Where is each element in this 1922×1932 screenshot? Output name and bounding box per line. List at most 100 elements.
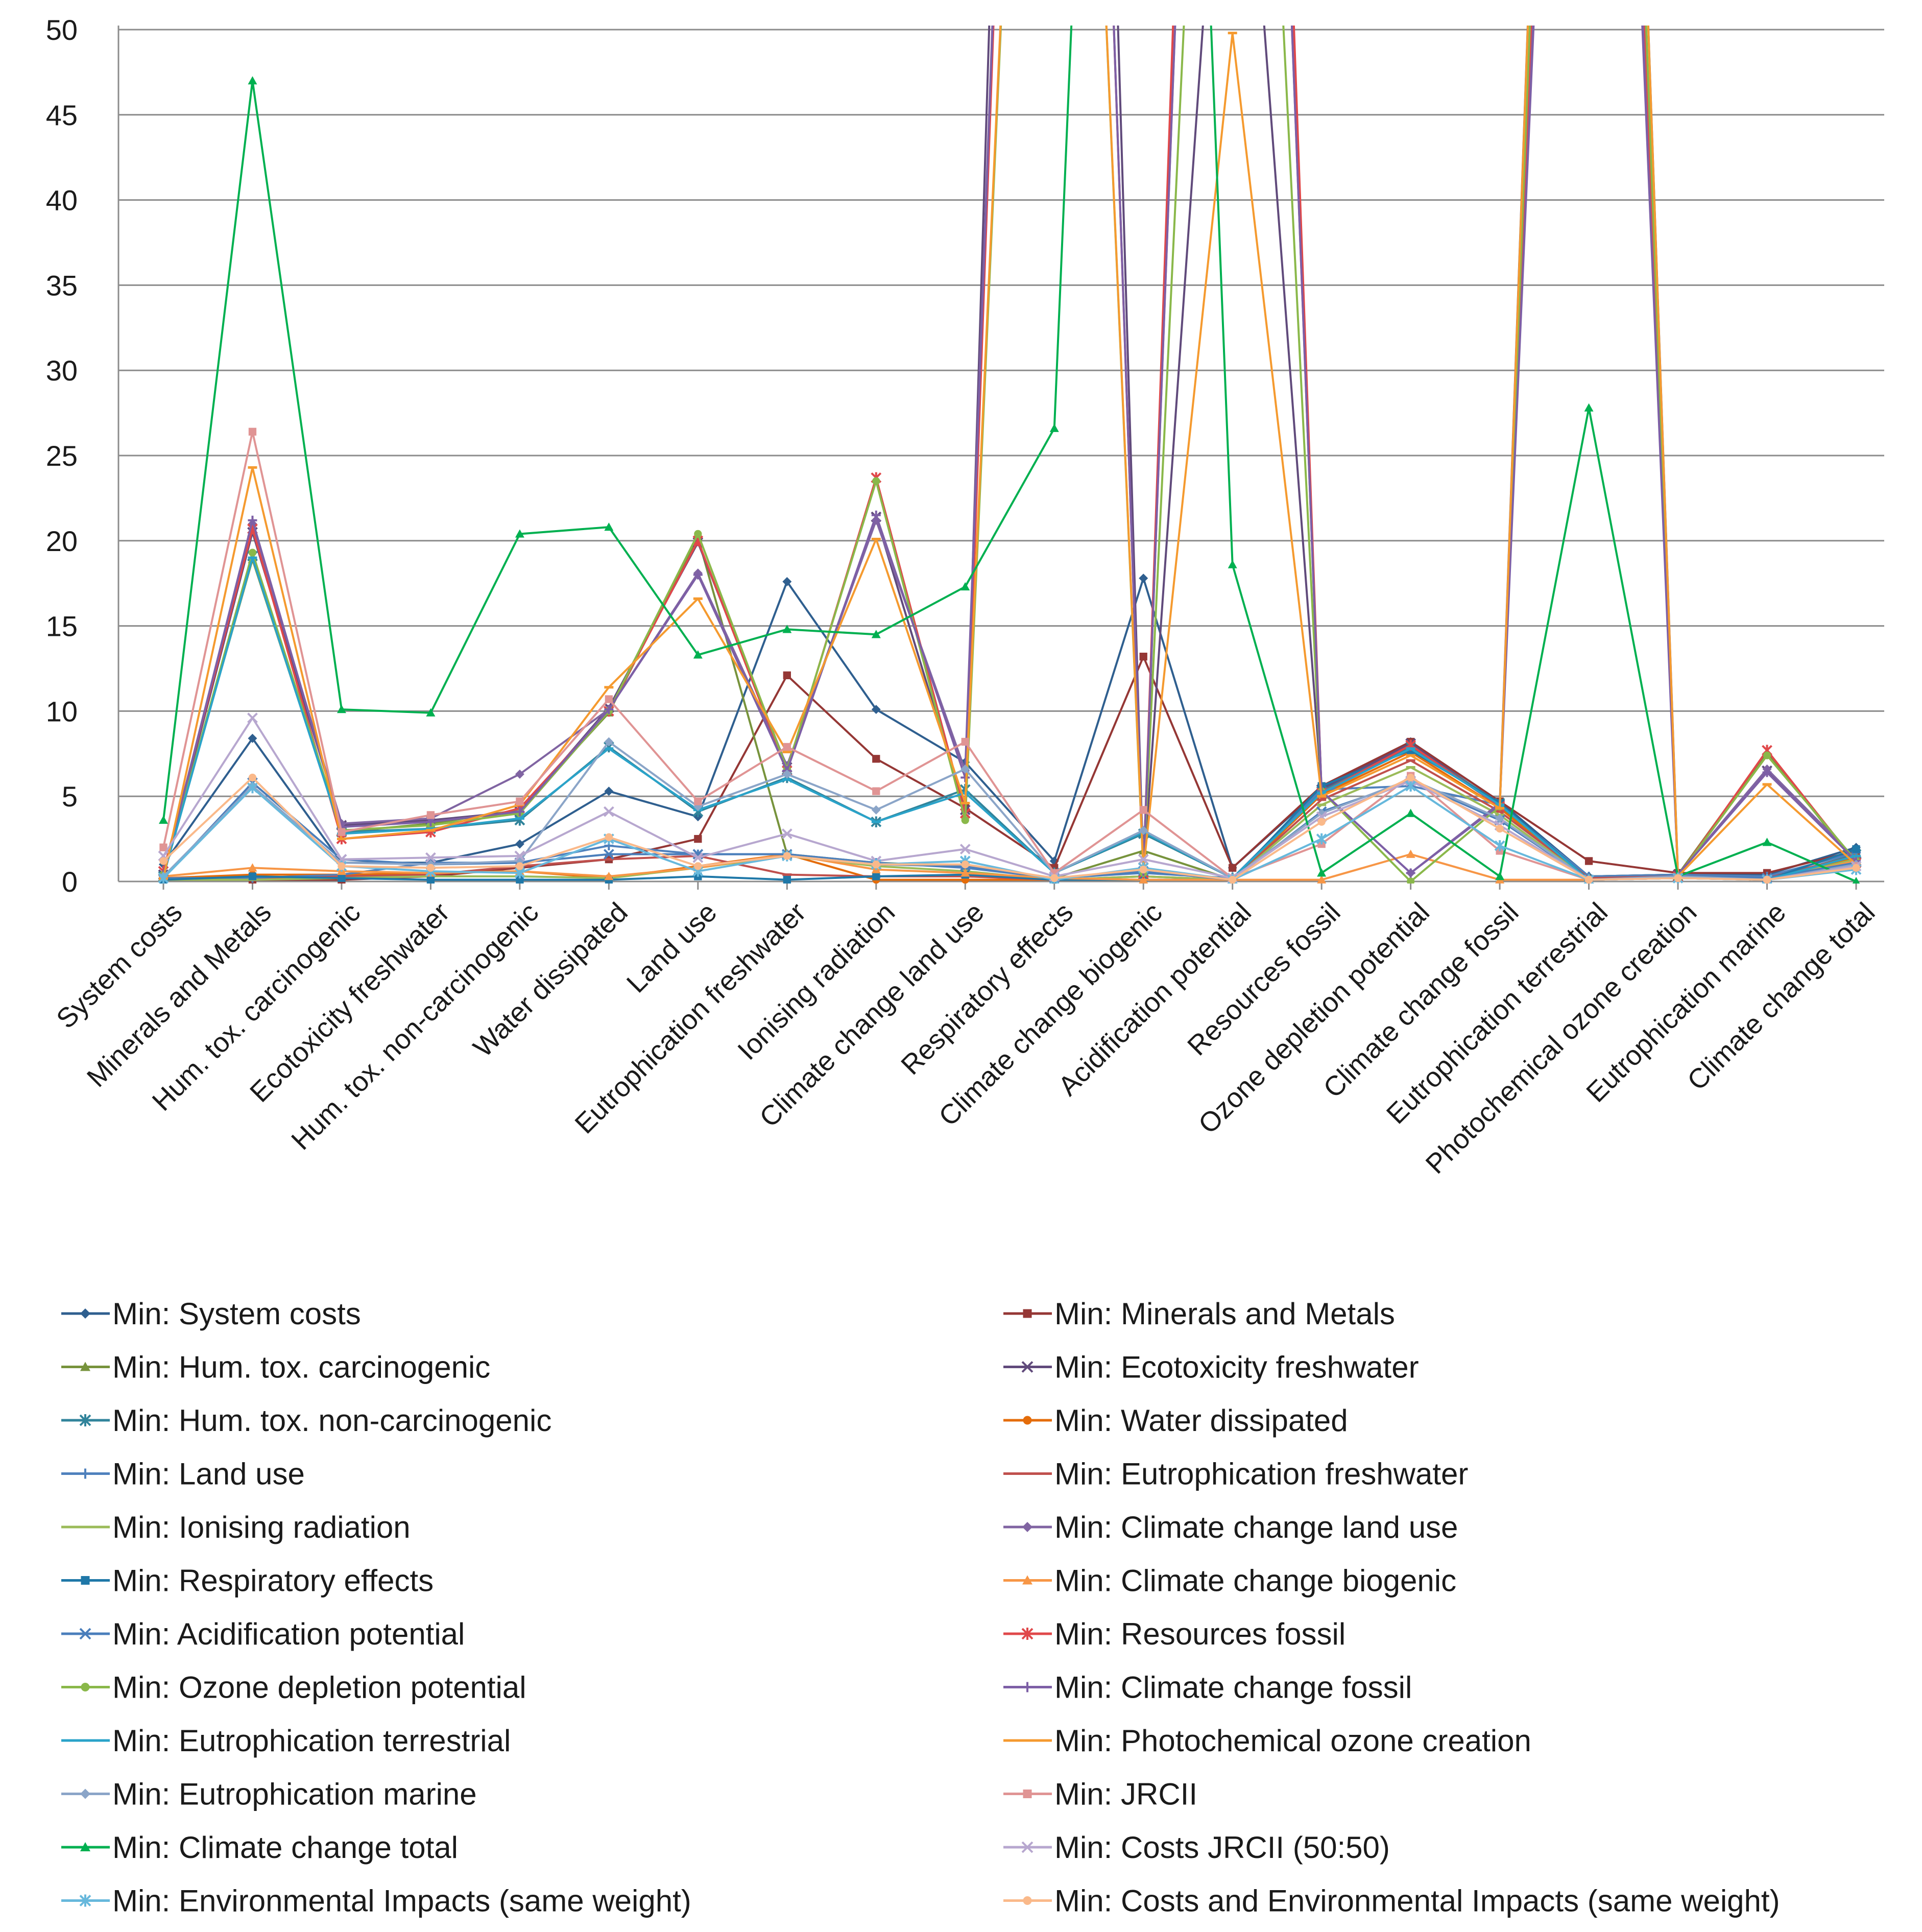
y-tick-label: 15 (46, 610, 78, 642)
y-tick-label: 35 (46, 269, 78, 301)
data-point (604, 522, 614, 531)
data-point (961, 816, 969, 824)
series (159, 773, 1860, 884)
data-point (1406, 849, 1415, 858)
legend-marker (80, 1842, 90, 1851)
x-tick-label: Ionising radiation (732, 897, 901, 1066)
legend-label: Min: Climate change land use (1054, 1510, 1458, 1544)
data-point (604, 737, 614, 747)
series (159, 652, 1860, 884)
data-point (1852, 864, 1860, 872)
legend-item: Min: Climate change total (61, 1830, 458, 1865)
data-point (872, 755, 880, 763)
legend-label: Min: Eutrophication terrestrial (112, 1724, 511, 1758)
legend-label: Min: Hum. tox. carcinogenic (112, 1350, 490, 1385)
legend-label: Min: Climate change fossil (1054, 1671, 1412, 1705)
legend-item: Min: Ecotoxicity freshwater (1003, 1350, 1419, 1385)
series-line (162, 26, 1857, 877)
data-point (1406, 773, 1415, 782)
data-point (515, 529, 524, 538)
data-point (1852, 877, 1860, 884)
legend-item: Min: Ozone depletion potential (61, 1671, 526, 1705)
legend-item: Min: Minerals and Metals (1003, 1297, 1395, 1331)
legend-label: Min: Land use (112, 1457, 305, 1491)
legend-label: Min: Ozone depletion potential (112, 1671, 526, 1705)
legend-label: Min: Resources fossil (1054, 1617, 1346, 1651)
legend-marker (80, 1788, 90, 1799)
y-tick-label: 45 (46, 99, 78, 131)
legend-label: Min: Environmental Impacts (same weight) (112, 1884, 691, 1918)
legend-marker (79, 1414, 91, 1426)
legend-item: Min: Eutrophication freshwater (1003, 1457, 1468, 1491)
data-point (515, 769, 524, 779)
data-point (1139, 875, 1148, 884)
data-point (1405, 780, 1416, 792)
legend-marker (1023, 1309, 1032, 1318)
series-line (163, 751, 1857, 881)
y-tick-label: 5 (62, 780, 78, 813)
data-point (516, 862, 524, 870)
data-point (872, 872, 880, 880)
legend-item: Min: Hum. tox. non-carcinogenic (61, 1403, 551, 1438)
data-point (338, 828, 346, 836)
data-point (871, 630, 881, 638)
legend-label: Min: Respiratory effects (112, 1564, 434, 1598)
legend-item: Min: Acidification potential (61, 1617, 465, 1651)
legend-item: Min: Eutrophication terrestrial (61, 1724, 511, 1758)
legend: Min: System costs Min: Minerals and Metal… (61, 1297, 1780, 1918)
data-point (426, 811, 435, 819)
data-point (1674, 874, 1682, 882)
data-point (603, 849, 614, 860)
series (159, 26, 1861, 879)
data-point (248, 863, 257, 872)
y-tick-label: 25 (46, 440, 78, 472)
series-line (162, 717, 1857, 881)
data-point (248, 515, 257, 525)
legend-item: Min: Climate change land use (1003, 1510, 1458, 1544)
data-point (515, 839, 524, 849)
gridlines (118, 29, 1884, 797)
legend-item: Min: Water dissipated (1003, 1403, 1348, 1438)
data-point (693, 570, 703, 580)
data-point (1584, 876, 1593, 884)
legend-item: Min: Land use (61, 1457, 305, 1491)
data-point (603, 806, 614, 817)
data-point (961, 860, 969, 869)
data-point (694, 797, 702, 805)
legend-marker (1021, 1361, 1034, 1373)
series (159, 26, 1860, 884)
data-point (1763, 751, 1771, 759)
data-point (1496, 824, 1504, 833)
series (159, 574, 1861, 881)
data-point (159, 815, 168, 824)
data-point (783, 743, 791, 751)
data-point (248, 76, 257, 85)
legend-label: Min: Eutrophication freshwater (1054, 1457, 1468, 1491)
legend-label: Min: Hum. tox. non-carcinogenic (112, 1403, 551, 1438)
series-line (162, 26, 1857, 876)
legend-item: Min: JRCII (1003, 1777, 1197, 1811)
data-point (1139, 806, 1147, 814)
data-point (158, 872, 169, 884)
series-line (162, 776, 1857, 881)
x-tick-label: Respiratory effects (895, 897, 1079, 1081)
data-point (604, 871, 614, 880)
data-point (783, 671, 791, 679)
data-point (961, 737, 969, 746)
series-line (162, 26, 1857, 882)
data-point (338, 874, 346, 882)
legend-item: Min: Environmental Impacts (same weight) (61, 1884, 691, 1918)
data-point (1139, 574, 1148, 583)
data-point (515, 807, 524, 817)
legend-item: Min: Climate change fossil (1003, 1671, 1412, 1705)
legend-marker (1021, 1841, 1034, 1853)
data-point (783, 876, 791, 884)
data-point (248, 773, 257, 782)
data-point (248, 427, 257, 436)
data-point (959, 844, 971, 855)
legend-marker (1021, 1628, 1034, 1640)
data-point (337, 705, 346, 713)
data-point (871, 705, 881, 714)
legend-marker (81, 1683, 90, 1691)
legend-item: Min: Costs and Environmental Impacts (sa… (1003, 1884, 1780, 1918)
